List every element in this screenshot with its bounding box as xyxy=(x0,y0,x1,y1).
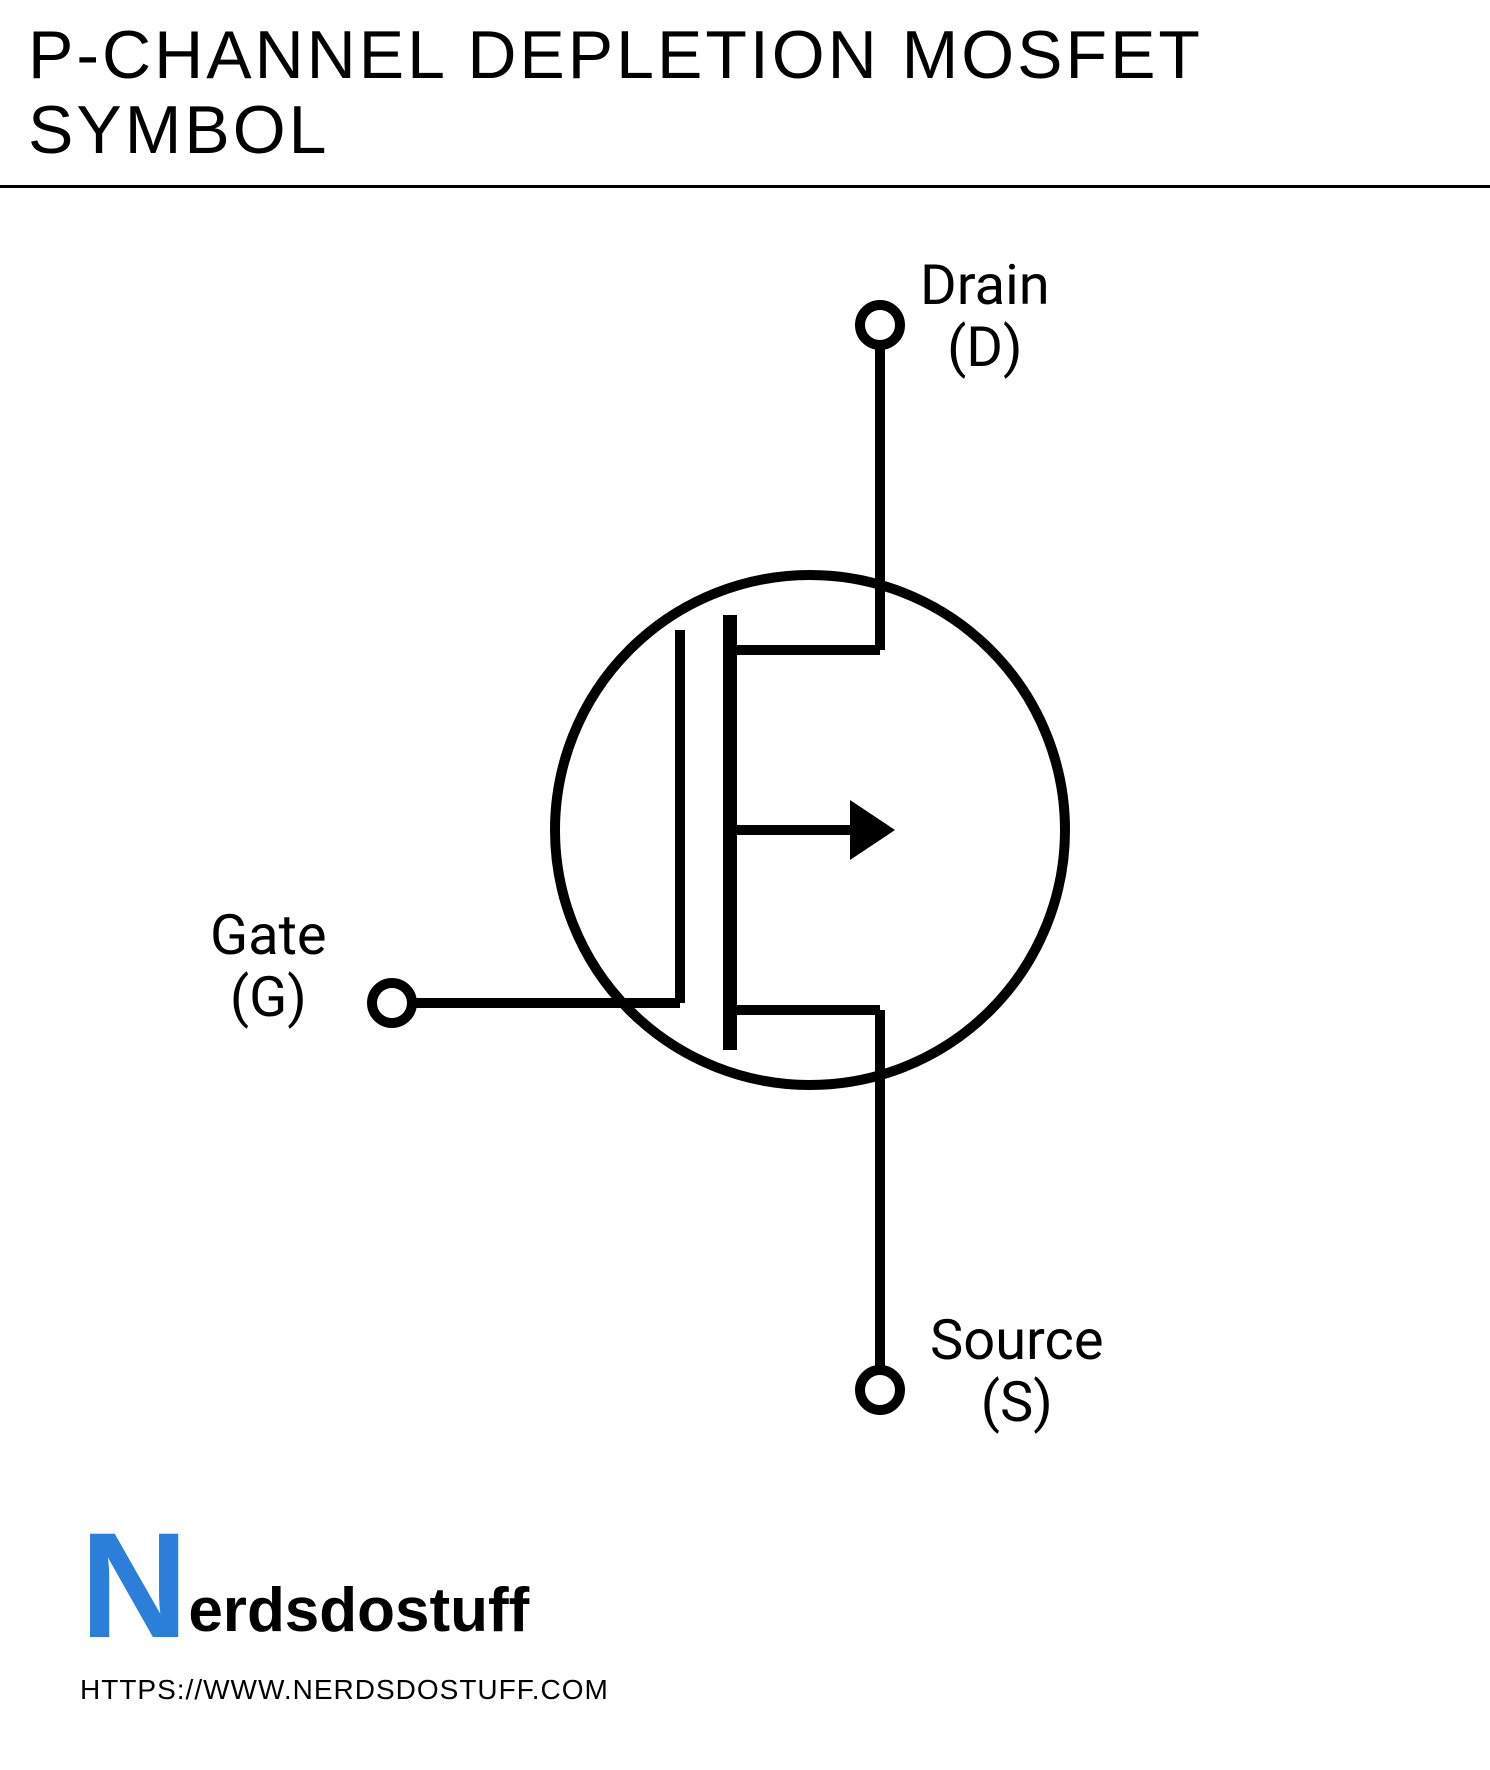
drain-label-abbr: (D) xyxy=(947,314,1022,380)
source-label-text: Source xyxy=(930,1307,1104,1373)
drain-label-text: Drain xyxy=(920,252,1050,318)
logo-text: erdsdostuff xyxy=(188,1575,529,1646)
mosfet-diagram xyxy=(0,0,1490,1770)
drain-label: Drain (D) xyxy=(920,255,1050,378)
source-label: Source (S) xyxy=(930,1310,1104,1433)
gate-label: Gate (G) xyxy=(210,905,327,1028)
footer-url: HTTPS://WWW.NERDSDOSTUFF.COM xyxy=(80,1674,609,1706)
logo-letter: N xyxy=(80,1510,188,1660)
page: P-CHANNEL DEPLETION MOSFET SYMBOL xyxy=(0,0,1490,1770)
gate-label-text: Gate xyxy=(210,902,327,968)
logo: N erdsdostuff xyxy=(80,1510,529,1660)
gate-label-abbr: (G) xyxy=(230,964,307,1030)
source-label-abbr: (S) xyxy=(981,1369,1053,1435)
